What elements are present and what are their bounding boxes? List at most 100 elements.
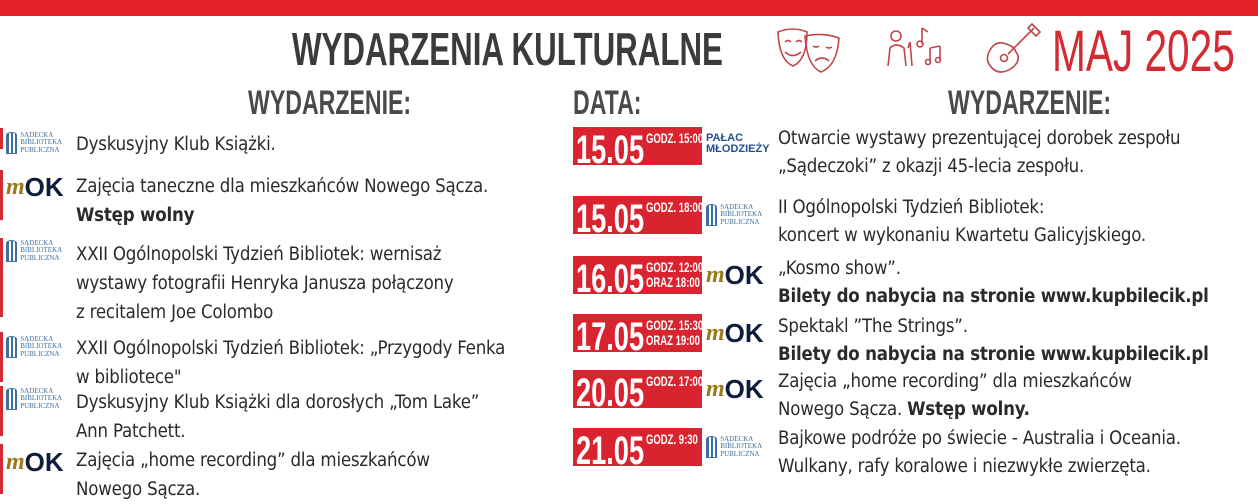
event-text-line: Dyskusyjny Klub Książki.	[76, 134, 276, 155]
event-time-line: GODZ. 15:30	[646, 317, 702, 333]
event-text-line: Zajęcia taneczne dla mieszkańców Nowego …	[76, 176, 489, 197]
library-building-icon	[6, 132, 18, 154]
event-text: „Sądeczoki” z okazji 45-lecia zespołu.	[778, 156, 1085, 177]
event-bold-note: Wstęp wolny	[76, 205, 195, 226]
mok-logo-m: m	[706, 375, 725, 402]
library-building-icon	[706, 204, 718, 226]
event-text-line: Nowego Sącza. Wstęp wolny.	[778, 395, 1030, 424]
event-text-line: „Sądeczoki” z okazji 45-lecia zespołu.	[778, 152, 1084, 181]
mok-logo-m: m	[6, 173, 25, 200]
event-date: 16.05	[576, 257, 645, 294]
library-logo: SĄDECKA BIBLIOTEKA PUBLICZNA	[706, 200, 774, 230]
library-logo-text: SĄDECKA BIBLIOTEKA PUBLICZNA	[720, 202, 762, 226]
event-time-line: ORAZ 19:00	[646, 332, 700, 348]
event-text: koncert w wykonaniu Kwartetu Galicyjskie…	[778, 225, 1146, 246]
event-time: GODZ. 15:00	[646, 131, 702, 146]
event-text-line: z recitalem Joe Colombo	[76, 302, 274, 323]
event-time: GODZ. 9:30	[646, 432, 698, 447]
event-text: Nowego Sącza.	[778, 399, 908, 420]
library-building-icon	[6, 388, 18, 410]
event-time: GODZ. 18:00	[646, 200, 702, 215]
event-bold-note: Bilety do nabycia na stronie www.kupbile…	[778, 344, 1209, 365]
mok-logo-ok: OK	[24, 171, 64, 202]
event-text: Bajkowe podróże po świecie - Australia i…	[778, 428, 1181, 449]
library-logo: SĄDECKA BIBLIOTEKA PUBLICZNA	[6, 332, 74, 362]
singer-music-notes-icon	[887, 27, 942, 67]
event-text-line: Ann Patchett.	[76, 421, 186, 442]
entry-marker	[0, 444, 3, 494]
mok-logo-ok: OK	[24, 446, 64, 477]
entry-marker	[0, 386, 3, 436]
entry-marker	[0, 238, 3, 317]
mok-logo: m OK	[6, 172, 74, 202]
event-time-line: GODZ. 12:00	[646, 259, 702, 275]
date-badge: 16.05 GODZ. 12:00 ORAZ 18:00	[573, 256, 702, 294]
month-label: MAJ 2025	[1052, 19, 1235, 84]
right-events-header: WYDARZENIE:	[948, 84, 1112, 122]
mok-logo-m: m	[706, 261, 725, 288]
event-text-line: „Kosmo show”.	[778, 254, 901, 283]
library-logo-text: SĄDECKA BIBLIOTEKA PUBLICZNA	[20, 334, 62, 358]
entry-marker	[0, 332, 3, 382]
event-time-line: GODZ. 15:00	[646, 130, 702, 146]
mok-logo: m OK	[706, 374, 774, 404]
event-text-line: Wulkany, rafy koralowe i niezwykłe zwier…	[778, 452, 1151, 481]
event-text-line: Zajęcia „home recording” dla mieszkańców	[778, 367, 1132, 396]
event-time: GODZ. 15:30 ORAZ 19:00	[646, 318, 702, 348]
event-date: 15.05	[576, 197, 645, 234]
library-building-icon	[6, 336, 18, 358]
event-text: Otwarcie wystawy prezentującej dorobek z…	[778, 128, 1181, 149]
date-badge: 15.05 GODZ. 18:00	[573, 196, 702, 234]
mok-logo: m OK	[6, 447, 74, 477]
palac-logo: PAŁAC MŁODZIEŻY	[706, 132, 770, 155]
date-badge: 20.05 GODZ. 17:00	[573, 370, 702, 408]
top-red-bar	[0, 0, 1258, 16]
left-events-header: WYDARZENIE:	[248, 84, 412, 122]
event-text-line: koncert w wykonaniu Kwartetu Galicyjskie…	[778, 221, 1146, 250]
library-logo-text: SĄDECKA BIBLIOTEKA PUBLICZNA	[20, 130, 62, 154]
library-building-icon	[6, 240, 18, 262]
mok-logo-ok: OK	[724, 373, 764, 404]
event-text: Zajęcia „home recording” dla mieszkańców	[778, 371, 1132, 392]
event-time: GODZ. 12:00 ORAZ 18:00	[646, 260, 702, 290]
guitar-icon	[986, 22, 1042, 73]
event-text-line: Dyskusyjny Klub Książki dla dorosłych „T…	[76, 392, 480, 413]
event-text-line: Bajkowe podróże po świecie - Australia i…	[778, 424, 1181, 453]
event-date: 17.05	[576, 315, 645, 352]
date-header: DATA:	[573, 84, 642, 122]
date-badge: 15.05 GODZ. 15:00	[573, 127, 702, 165]
event-date: 20.05	[576, 371, 645, 408]
date-badge: 17.05 GODZ. 15:30 ORAZ 19:00	[573, 314, 702, 352]
mok-logo-m: m	[706, 319, 725, 346]
library-logo-text: SĄDECKA BIBLIOTEKA PUBLICZNA	[20, 238, 62, 262]
event-text-line: w bibliotece"	[76, 367, 182, 388]
library-logo: SĄDECKA BIBLIOTEKA PUBLICZNA	[6, 236, 74, 266]
mok-logo-ok: OK	[724, 317, 764, 348]
event-time-line: GODZ. 18:00	[646, 199, 702, 215]
event-time-line: GODZ. 9:30	[646, 431, 698, 447]
date-badge: 21.05 GODZ. 9:30	[573, 428, 702, 466]
event-date: 21.05	[576, 429, 645, 466]
event-text-line: Spektakl ”The Strings”.	[778, 312, 968, 341]
library-logo-text: SĄDECKA BIBLIOTEKA PUBLICZNA	[720, 434, 762, 458]
event-bold-note: Wstęp wolny.	[907, 399, 1030, 420]
mok-logo-m: m	[6, 448, 25, 475]
page-title: WYDARZENIA KULTURALNE	[292, 23, 723, 75]
event-text-line: XXII Ogólnopolski Tydzień Bibliotek: „Pr…	[76, 338, 506, 359]
event-text-line: Zajęcia „home recording” dla mieszkańców	[76, 450, 430, 471]
event-time: GODZ. 17:00	[646, 374, 702, 389]
library-logo: SĄDECKA BIBLIOTEKA PUBLICZNA	[6, 384, 74, 414]
event-time-line: GODZ. 17:00	[646, 373, 702, 389]
event-text-line: Nowego Sącza.	[76, 479, 201, 500]
mok-logo: m OK	[706, 318, 774, 348]
library-logo: SĄDECKA BIBLIOTEKA PUBLICZNA	[706, 432, 774, 462]
event-date: 15.05	[576, 128, 645, 165]
mok-logo-ok: OK	[724, 259, 764, 290]
library-logo: SĄDECKA BIBLIOTEKA PUBLICZNA	[6, 128, 74, 158]
entry-marker	[0, 128, 3, 149]
event-time-line: ORAZ 18:00	[646, 274, 700, 290]
event-text: Spektakl ”The Strings”.	[778, 316, 968, 337]
entry-marker	[0, 170, 3, 220]
library-building-icon	[706, 436, 718, 458]
library-logo-text: SĄDECKA BIBLIOTEKA PUBLICZNA	[20, 386, 62, 410]
